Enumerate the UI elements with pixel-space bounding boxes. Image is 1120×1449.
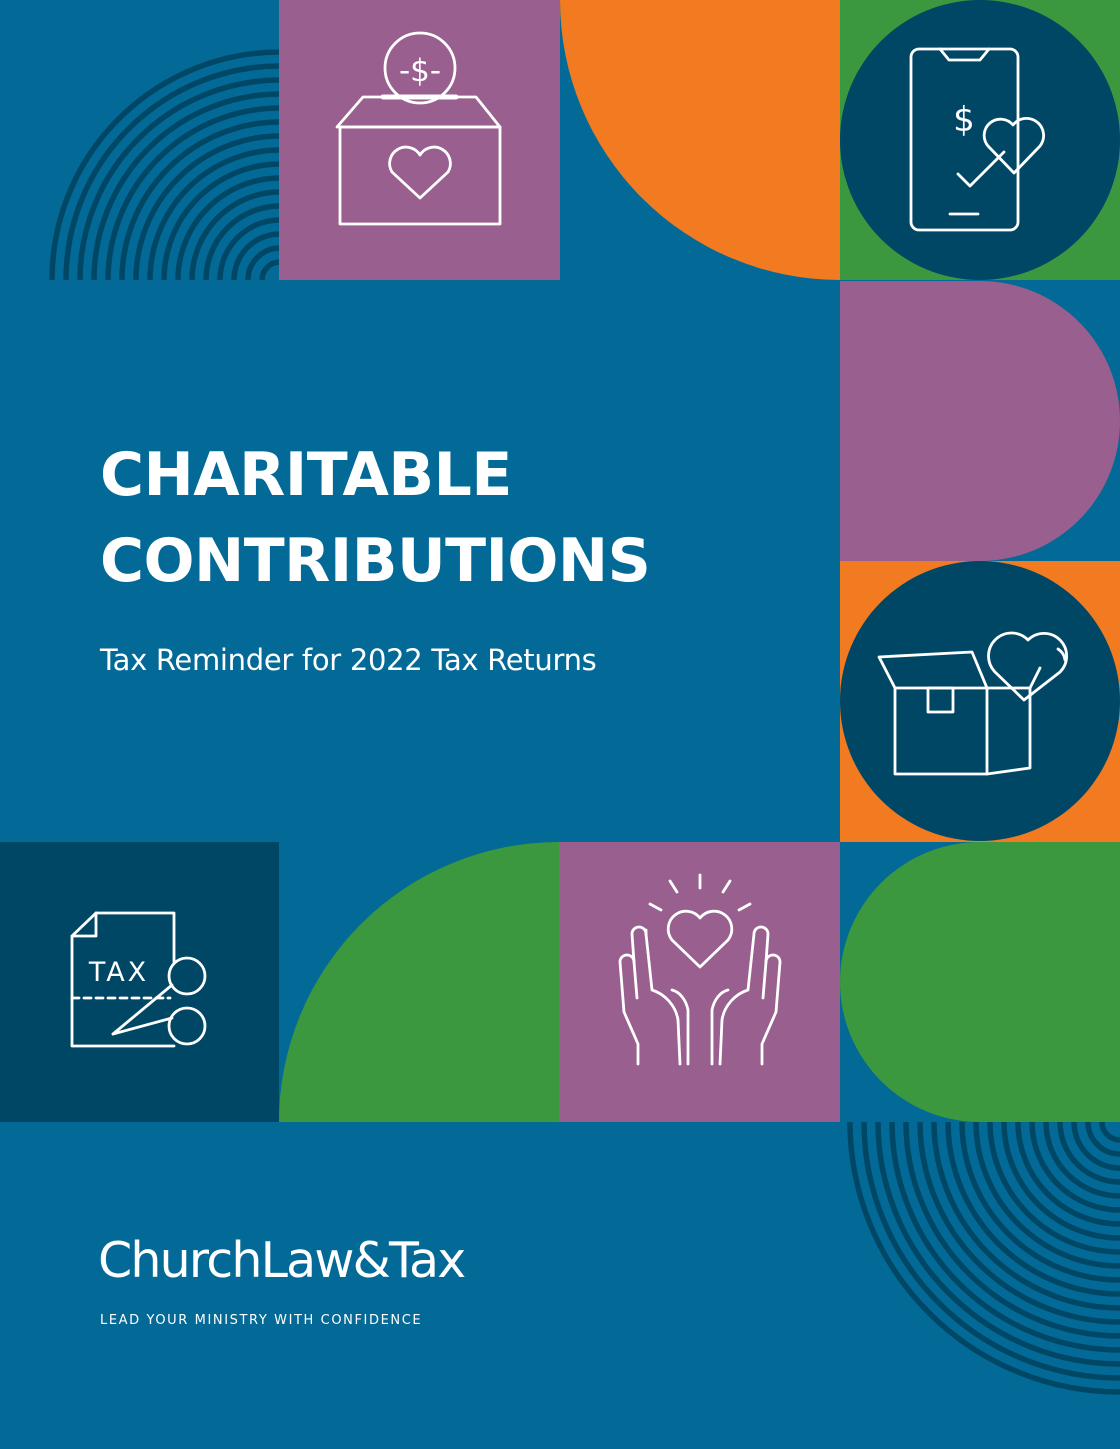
title-line-2: CONTRIBUTIONS	[100, 526, 651, 596]
dollar-sign-label: $	[953, 100, 975, 140]
page-title: CHARITABLE CONTRIBUTIONS	[100, 432, 651, 604]
green-half-pill	[840, 842, 1120, 1122]
hands-holding-heart-icon	[618, 873, 782, 1066]
page-subtitle: Tax Reminder for 2022 Tax Returns	[100, 643, 597, 677]
green-quarter-circle	[279, 842, 559, 1122]
navy-tile-bottom-left	[0, 842, 279, 1122]
title-line-1: CHARITABLE	[100, 440, 512, 510]
mobile-giving-icon	[909, 47, 1045, 232]
orange-quarter-circle	[560, 0, 840, 280]
brand-logo: ChurchLaw&Tax	[98, 1232, 466, 1289]
donation-box-heart-icon	[335, 31, 502, 226]
dollar-coin-label: -$-	[399, 53, 441, 89]
navy-circle-top-right	[840, 0, 1120, 280]
purple-half-circle	[840, 281, 1120, 561]
brand-tagline: LEAD YOUR MINISTRY WITH CONFIDENCE	[100, 1313, 423, 1328]
gift-box-heart-icon	[877, 631, 1068, 776]
tax-document-scissors-icon	[70, 911, 207, 1048]
navy-circle-right	[840, 561, 1120, 841]
purple-tile-top	[279, 0, 560, 280]
tax-label: TAX	[88, 957, 149, 988]
